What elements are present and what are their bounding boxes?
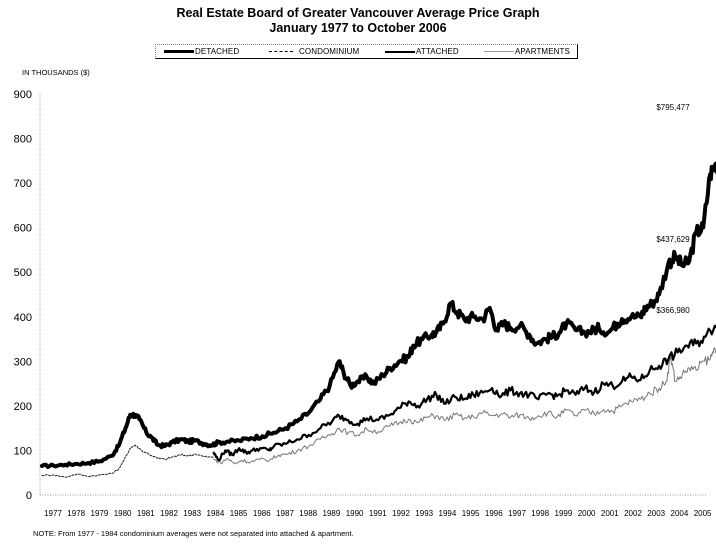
y-tick-label: 700 <box>14 178 32 190</box>
axes: 0 100 200 300 400 500 600 700 800 900 1977 1978 1979… <box>14 89 712 518</box>
x-tick-label: 2000 <box>578 509 596 518</box>
y-tick-label: 300 <box>14 356 32 368</box>
y-tick-label: 100 <box>14 445 32 457</box>
x-tick-label: 2005 <box>694 509 712 518</box>
series-line-apartments <box>213 347 716 465</box>
x-tick-label: 1995 <box>462 509 480 518</box>
y-tick-label: 400 <box>14 312 32 324</box>
legend-item-attached: ATTACHED <box>385 45 459 58</box>
chart-subtitle: January 1977 to October 2006 <box>269 21 447 35</box>
x-tick-label: 1999 <box>555 509 573 518</box>
x-tick-label: 1980 <box>114 509 132 518</box>
series-line-detached <box>40 161 716 469</box>
x-tick-label: 1997 <box>508 509 526 518</box>
x-tick-label: 1998 <box>531 509 549 518</box>
y-tick-label: 500 <box>14 267 32 279</box>
x-tick-label: 1978 <box>67 509 85 518</box>
x-tick-label: 2003 <box>647 509 665 518</box>
x-tick-label: 2004 <box>671 509 689 518</box>
series-line-attached <box>212 324 716 462</box>
x-tick-label: 2001 <box>601 509 619 518</box>
x-tick-label: 1977 <box>44 509 62 518</box>
y-axis-label: IN THOUSANDS ($) <box>22 68 90 77</box>
x-tick-label: 1987 <box>276 509 294 518</box>
y-tick-label: 600 <box>14 223 32 235</box>
x-tick-label: 1983 <box>183 509 201 518</box>
y-tick-label: 0 <box>26 490 32 502</box>
x-tick-label: 1988 <box>299 509 317 518</box>
x-tick-label: 1981 <box>137 509 155 518</box>
x-tick-label: 1986 <box>253 509 271 518</box>
legend-item-condominium: CONDOMINIUM <box>269 45 359 58</box>
x-tick-label: 1992 <box>392 509 410 518</box>
x-tick-label: 2002 <box>624 509 642 518</box>
legend-swatch-condominium <box>269 51 293 52</box>
x-tick-label: 1991 <box>369 509 387 518</box>
x-tick-label: 1993 <box>415 509 433 518</box>
annotation-apartments: $366,980 <box>656 306 690 315</box>
legend-item-detached: DETACHED <box>164 45 239 58</box>
annotation-attached: $437,629 <box>656 235 690 244</box>
x-tick-label: 1979 <box>91 509 109 518</box>
chart-title: Real Estate Board of Greater Vancouver A… <box>176 6 540 20</box>
legend-label-detached: DETACHED <box>195 47 240 56</box>
x-tick-label: 1982 <box>160 509 178 518</box>
x-tick-label: 1984 <box>207 509 225 518</box>
series-group <box>40 161 716 478</box>
legend-item-apartments: APARTMENTS <box>484 45 570 58</box>
legend-label-apartments: APARTMENTS <box>515 47 570 56</box>
y-tick-label: 900 <box>14 89 32 101</box>
annotation-detached: $795,477 <box>656 103 690 112</box>
legend-label-condominium: CONDOMINIUM <box>299 47 360 56</box>
x-tick-label: 1996 <box>485 509 503 518</box>
x-tick-label: 1985 <box>230 509 248 518</box>
y-tick-label: 200 <box>14 401 32 413</box>
x-tick-label: 1990 <box>346 509 364 518</box>
x-tick-label: 1994 <box>439 509 457 518</box>
legend-swatch-attached <box>385 50 415 53</box>
annotations-group: $795,477 $437,629 $366,980 <box>656 103 690 315</box>
legend-label-attached: ATTACHED <box>416 47 459 56</box>
legend-swatch-detached <box>164 50 194 53</box>
chart-note: NOTE: From 1977 - 1984 condominium avera… <box>33 529 354 538</box>
legend-swatch-apartments <box>484 51 514 52</box>
legend: DETACHED CONDOMINIUM ATTACHED APARTMENTS <box>155 44 578 59</box>
series-line-condominium <box>41 444 215 478</box>
x-tick-label: 1989 <box>323 509 341 518</box>
y-tick-label: 800 <box>14 134 32 146</box>
